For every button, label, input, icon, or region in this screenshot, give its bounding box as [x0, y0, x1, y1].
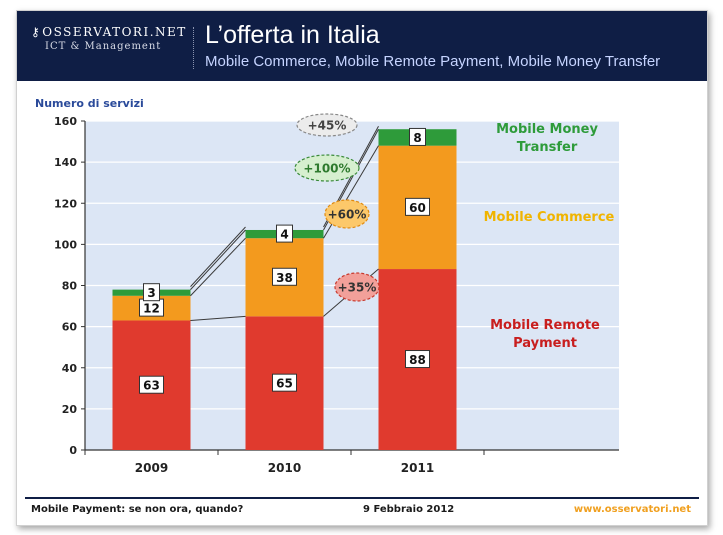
- value-label: 88: [409, 353, 426, 367]
- y-tick-label: 100: [54, 238, 77, 251]
- growth-bubble: [294, 154, 360, 182]
- header-divider: [193, 27, 194, 69]
- footer-event-title: Mobile Payment: se non ora, quando?: [31, 504, 244, 515]
- y-axis-label: Numero di servizi: [35, 97, 144, 110]
- value-label-box: [143, 283, 160, 302]
- header-bar: ⚷OSSERVATORI.NET ICT & Management L’offe…: [17, 11, 707, 81]
- value-label: 60: [409, 201, 426, 215]
- page-title: L’offerta in Italia: [205, 21, 380, 49]
- growth-bubble: [334, 272, 380, 302]
- page-subtitle: Mobile Commerce, Mobile Remote Payment, …: [205, 53, 661, 70]
- y-tick-label: 160: [54, 115, 77, 128]
- value-label-box: [272, 373, 297, 392]
- value-label-box: [139, 375, 164, 394]
- footer-divider: [25, 497, 699, 499]
- value-label: 38: [276, 271, 293, 285]
- growth-connector: [190, 226, 246, 287]
- growth-connector: [190, 315, 246, 321]
- growth-bubble: [324, 199, 370, 229]
- x-tick-label: 2010: [268, 461, 301, 475]
- value-label-box: [405, 197, 430, 216]
- logo: ⚷OSSERVATORI.NET ICT & Management: [31, 25, 185, 69]
- growth-bubble: [296, 113, 358, 137]
- x-tick-label: 2009: [135, 461, 168, 475]
- y-tick-label: 60: [62, 321, 78, 334]
- value-label: 3: [147, 286, 155, 300]
- x-tick-label: 2011: [401, 461, 434, 475]
- y-tick-label: 40: [62, 362, 78, 375]
- footer-website-link[interactable]: www.osservatori.net: [573, 504, 691, 515]
- y-tick-label: 0: [69, 444, 77, 457]
- legend-label: Payment: [513, 336, 577, 351]
- y-tick-label: 120: [54, 197, 77, 210]
- value-label-box: [272, 267, 297, 286]
- value-label: 63: [143, 379, 160, 393]
- key-icon: ⚷: [31, 25, 42, 39]
- value-label: 12: [143, 302, 160, 316]
- growth-label: +45%: [308, 119, 347, 133]
- value-label: 8: [413, 131, 421, 145]
- slide: ⚷OSSERVATORI.NET ICT & Management L’offe…: [16, 10, 708, 526]
- growth-connector: [190, 229, 246, 290]
- value-label-box: [409, 127, 426, 146]
- legend-label: Mobile Remote: [490, 318, 600, 333]
- growth-connector: [190, 237, 246, 297]
- stacked-bar-chart: 0 20 40 60 80 100 120 140 160 Numero di servizi 20…: [35, 97, 619, 475]
- value-label: 65: [276, 377, 293, 391]
- y-tick-label: 20: [62, 403, 78, 416]
- logo-tagline: ICT & Management: [45, 41, 162, 52]
- legend-label: Transfer: [517, 140, 578, 155]
- footer-date: 9 Febbraio 2012: [363, 504, 455, 515]
- legend-label: Mobile Commerce: [484, 210, 615, 225]
- value-label-box: [276, 224, 293, 243]
- growth-label: +100%: [303, 162, 350, 176]
- y-tick-label: 140: [54, 156, 77, 169]
- value-label-box: [405, 350, 430, 369]
- legend-label: Mobile Money: [496, 122, 598, 137]
- logo-name: ⚷OSSERVATORI.NET: [31, 25, 185, 39]
- growth-label: +35%: [338, 281, 377, 295]
- logo-name-text: OSSERVATORI.NET: [42, 25, 187, 39]
- growth-label: +60%: [328, 208, 367, 222]
- y-tick-label: 80: [62, 280, 78, 293]
- value-label: 4: [280, 228, 288, 242]
